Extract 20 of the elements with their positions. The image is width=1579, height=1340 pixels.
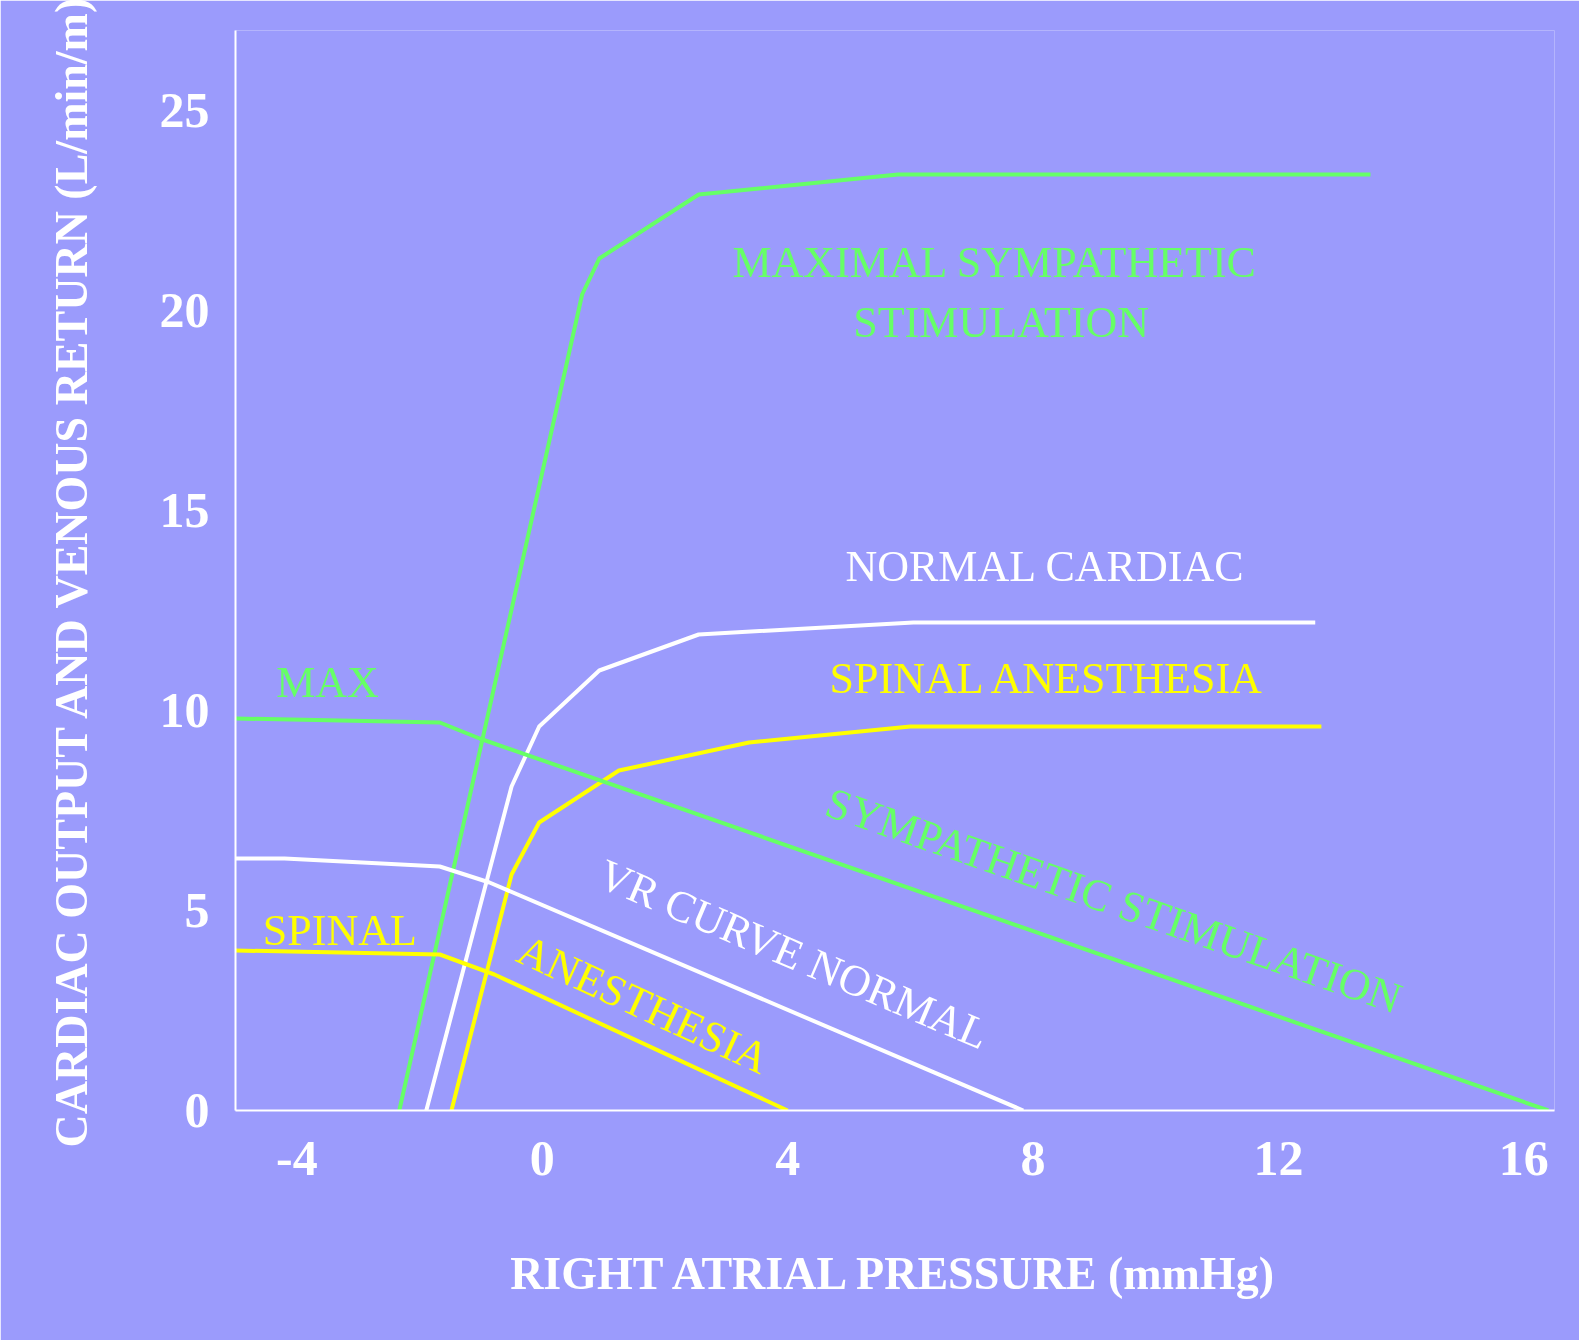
x-tick-label: 16 (1498, 1129, 1549, 1186)
x-tick-label: 12 (1253, 1129, 1304, 1186)
y-tick-label: 20 (159, 282, 210, 338)
annotation: STIMULATION (853, 298, 1150, 347)
x-tick-label: -4 (276, 1129, 318, 1186)
x-axis-title: RIGHT ATRIAL PRESSURE (mmHg) (510, 1247, 1274, 1299)
y-axis-title: CARDIAC OUTPUT AND VENOUS RETURN (L/min/m) (45, 0, 97, 1148)
annotation: MAX (276, 658, 379, 707)
annotation: SPINAL (262, 906, 417, 955)
y-tick-label: 0 (184, 1082, 210, 1138)
y-tick-label: 5 (184, 882, 210, 938)
y-tick-label: 10 (159, 682, 210, 738)
y-tick-label: 25 (159, 82, 210, 138)
annotation: SPINAL ANESTHESIA (829, 654, 1263, 703)
annotation: MAXIMAL SYMPATHETIC (732, 238, 1256, 287)
x-tick-label: 4 (775, 1129, 801, 1186)
x-tick-label: 0 (529, 1129, 555, 1186)
x-tick-label: 8 (1020, 1129, 1046, 1186)
annotation: NORMAL CARDIAC (845, 542, 1244, 591)
y-tick-label: 15 (159, 482, 210, 538)
